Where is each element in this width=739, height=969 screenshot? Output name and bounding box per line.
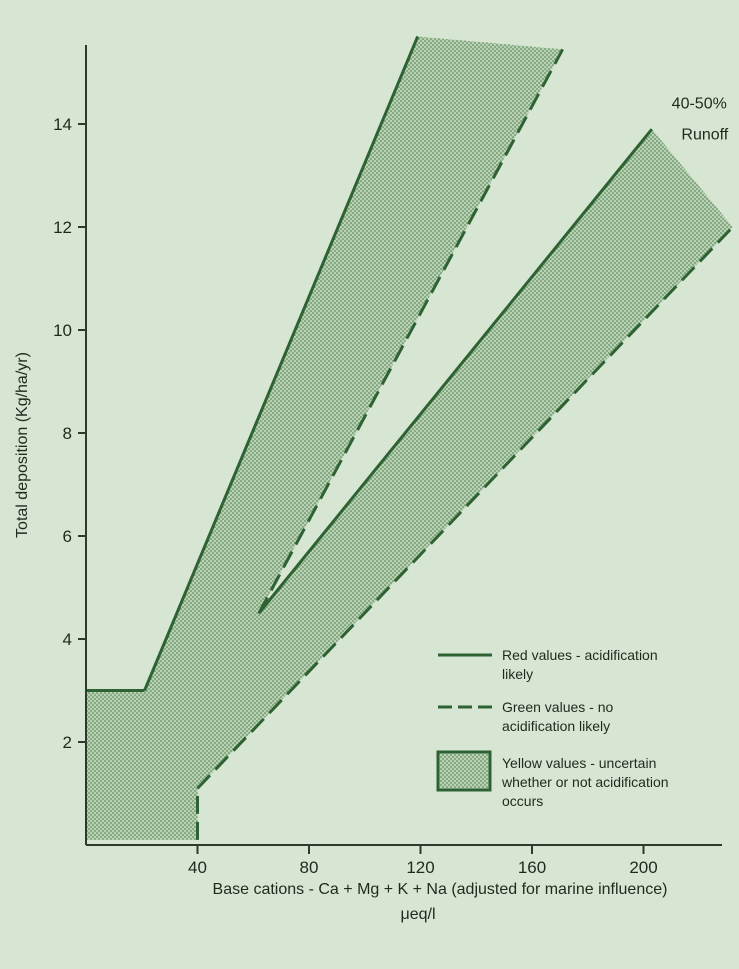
y-tick-label: 14 <box>53 115 72 134</box>
x-tick-label: 200 <box>629 858 657 877</box>
x-tick-label: 40 <box>188 858 207 877</box>
x-axis-label: Base cations - Ca + Mg + K + Na (adjuste… <box>213 881 668 898</box>
regions-layer <box>86 36 733 840</box>
x-tick-label: 120 <box>406 858 434 877</box>
legend-swatch-box <box>436 750 492 792</box>
uncertain-region <box>86 36 733 840</box>
legend-text-dashed: Green values - no <box>502 699 613 715</box>
y-tick-label: 4 <box>63 630 72 649</box>
y-tick-label: 6 <box>63 527 72 546</box>
annotations-layer: 60-70% Runoff40-50%Runoff <box>672 96 729 144</box>
x-tick-label: 160 <box>518 858 546 877</box>
series-line-green-6070 <box>257 48 564 614</box>
annotation-runoff-4050-line1: 40-50% <box>672 96 727 113</box>
y-tick-label: 8 <box>63 424 72 443</box>
series-line-red-4050 <box>257 128 654 615</box>
x-axis-unit: μeq/l <box>400 906 435 923</box>
legend: Red values - acidification likely Green va… <box>436 647 669 809</box>
legend-text-box: occurs <box>502 793 543 809</box>
series-line-red-6070 <box>143 35 420 692</box>
legend-text-dashed: acidification likely <box>502 718 610 734</box>
y-tick-label: 2 <box>63 733 72 752</box>
lines-layer <box>86 35 734 840</box>
annotation-runoff-4050-line2: Runoff <box>681 126 728 143</box>
legend-text-solid: Red values - acidification <box>502 647 658 663</box>
axes-layer <box>85 45 722 846</box>
legend-text-box: Yellow values - uncertain <box>502 755 656 771</box>
ticks-layer: 2 4 6 8 10 12 14 40 80 120 160 200 <box>53 115 658 877</box>
y-tick-label: 10 <box>53 321 72 340</box>
y-tick-label: 12 <box>53 218 72 237</box>
legend-text-box: whether or not acidification <box>501 774 669 790</box>
legend-text-solid: likely <box>502 666 533 682</box>
x-tick-label: 80 <box>300 858 319 877</box>
y-axis-label: Total deposition (Kg/ha/yr) <box>14 352 31 538</box>
